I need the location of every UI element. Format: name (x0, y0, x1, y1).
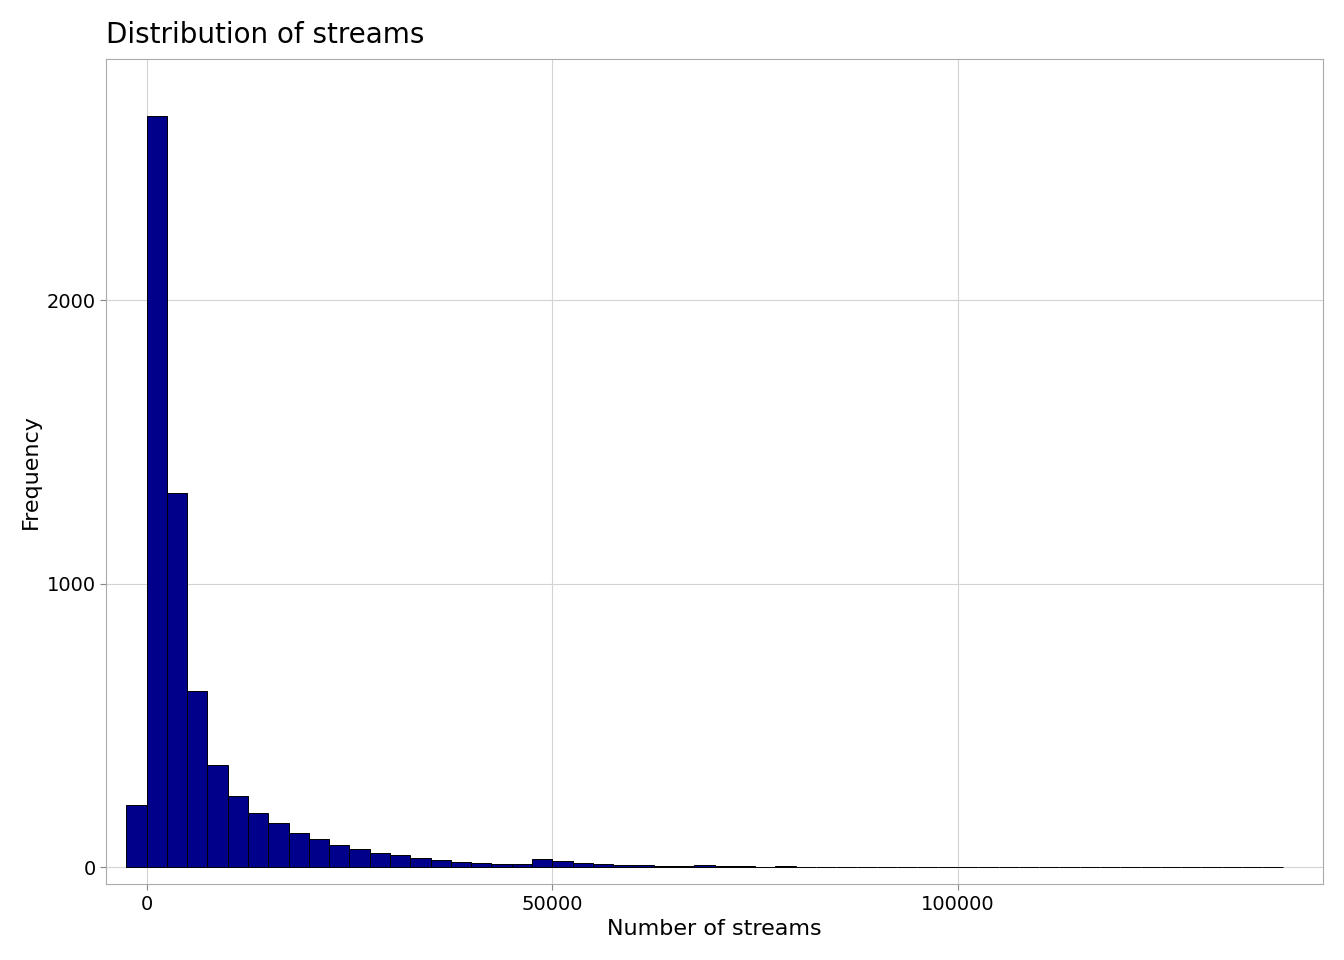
Bar (613, 865, 633, 867)
Text: Distribution of streams: Distribution of streams (106, 21, 425, 49)
Bar (390, 855, 410, 867)
Bar (247, 813, 269, 867)
Bar (492, 864, 512, 867)
Bar (633, 866, 653, 867)
Bar (370, 853, 390, 867)
Bar (167, 493, 187, 867)
Bar (430, 860, 450, 867)
X-axis label: Number of streams: Number of streams (607, 919, 823, 939)
Y-axis label: Frequency: Frequency (22, 415, 40, 529)
Bar (472, 863, 492, 867)
Bar (653, 866, 673, 867)
Bar (552, 861, 573, 867)
Bar (573, 863, 593, 867)
Bar (450, 862, 472, 867)
Bar (593, 864, 613, 867)
Bar (775, 866, 796, 867)
Bar (695, 865, 715, 867)
Bar (329, 845, 349, 867)
Bar (187, 691, 207, 867)
Bar (289, 833, 309, 867)
Bar (349, 849, 370, 867)
Bar (146, 116, 167, 867)
Bar (532, 858, 552, 867)
Bar (512, 864, 532, 867)
Bar (309, 839, 329, 867)
Bar (126, 804, 146, 867)
Bar (269, 824, 289, 867)
Bar (715, 866, 735, 867)
Bar (207, 765, 227, 867)
Bar (410, 858, 430, 867)
Bar (227, 797, 247, 867)
